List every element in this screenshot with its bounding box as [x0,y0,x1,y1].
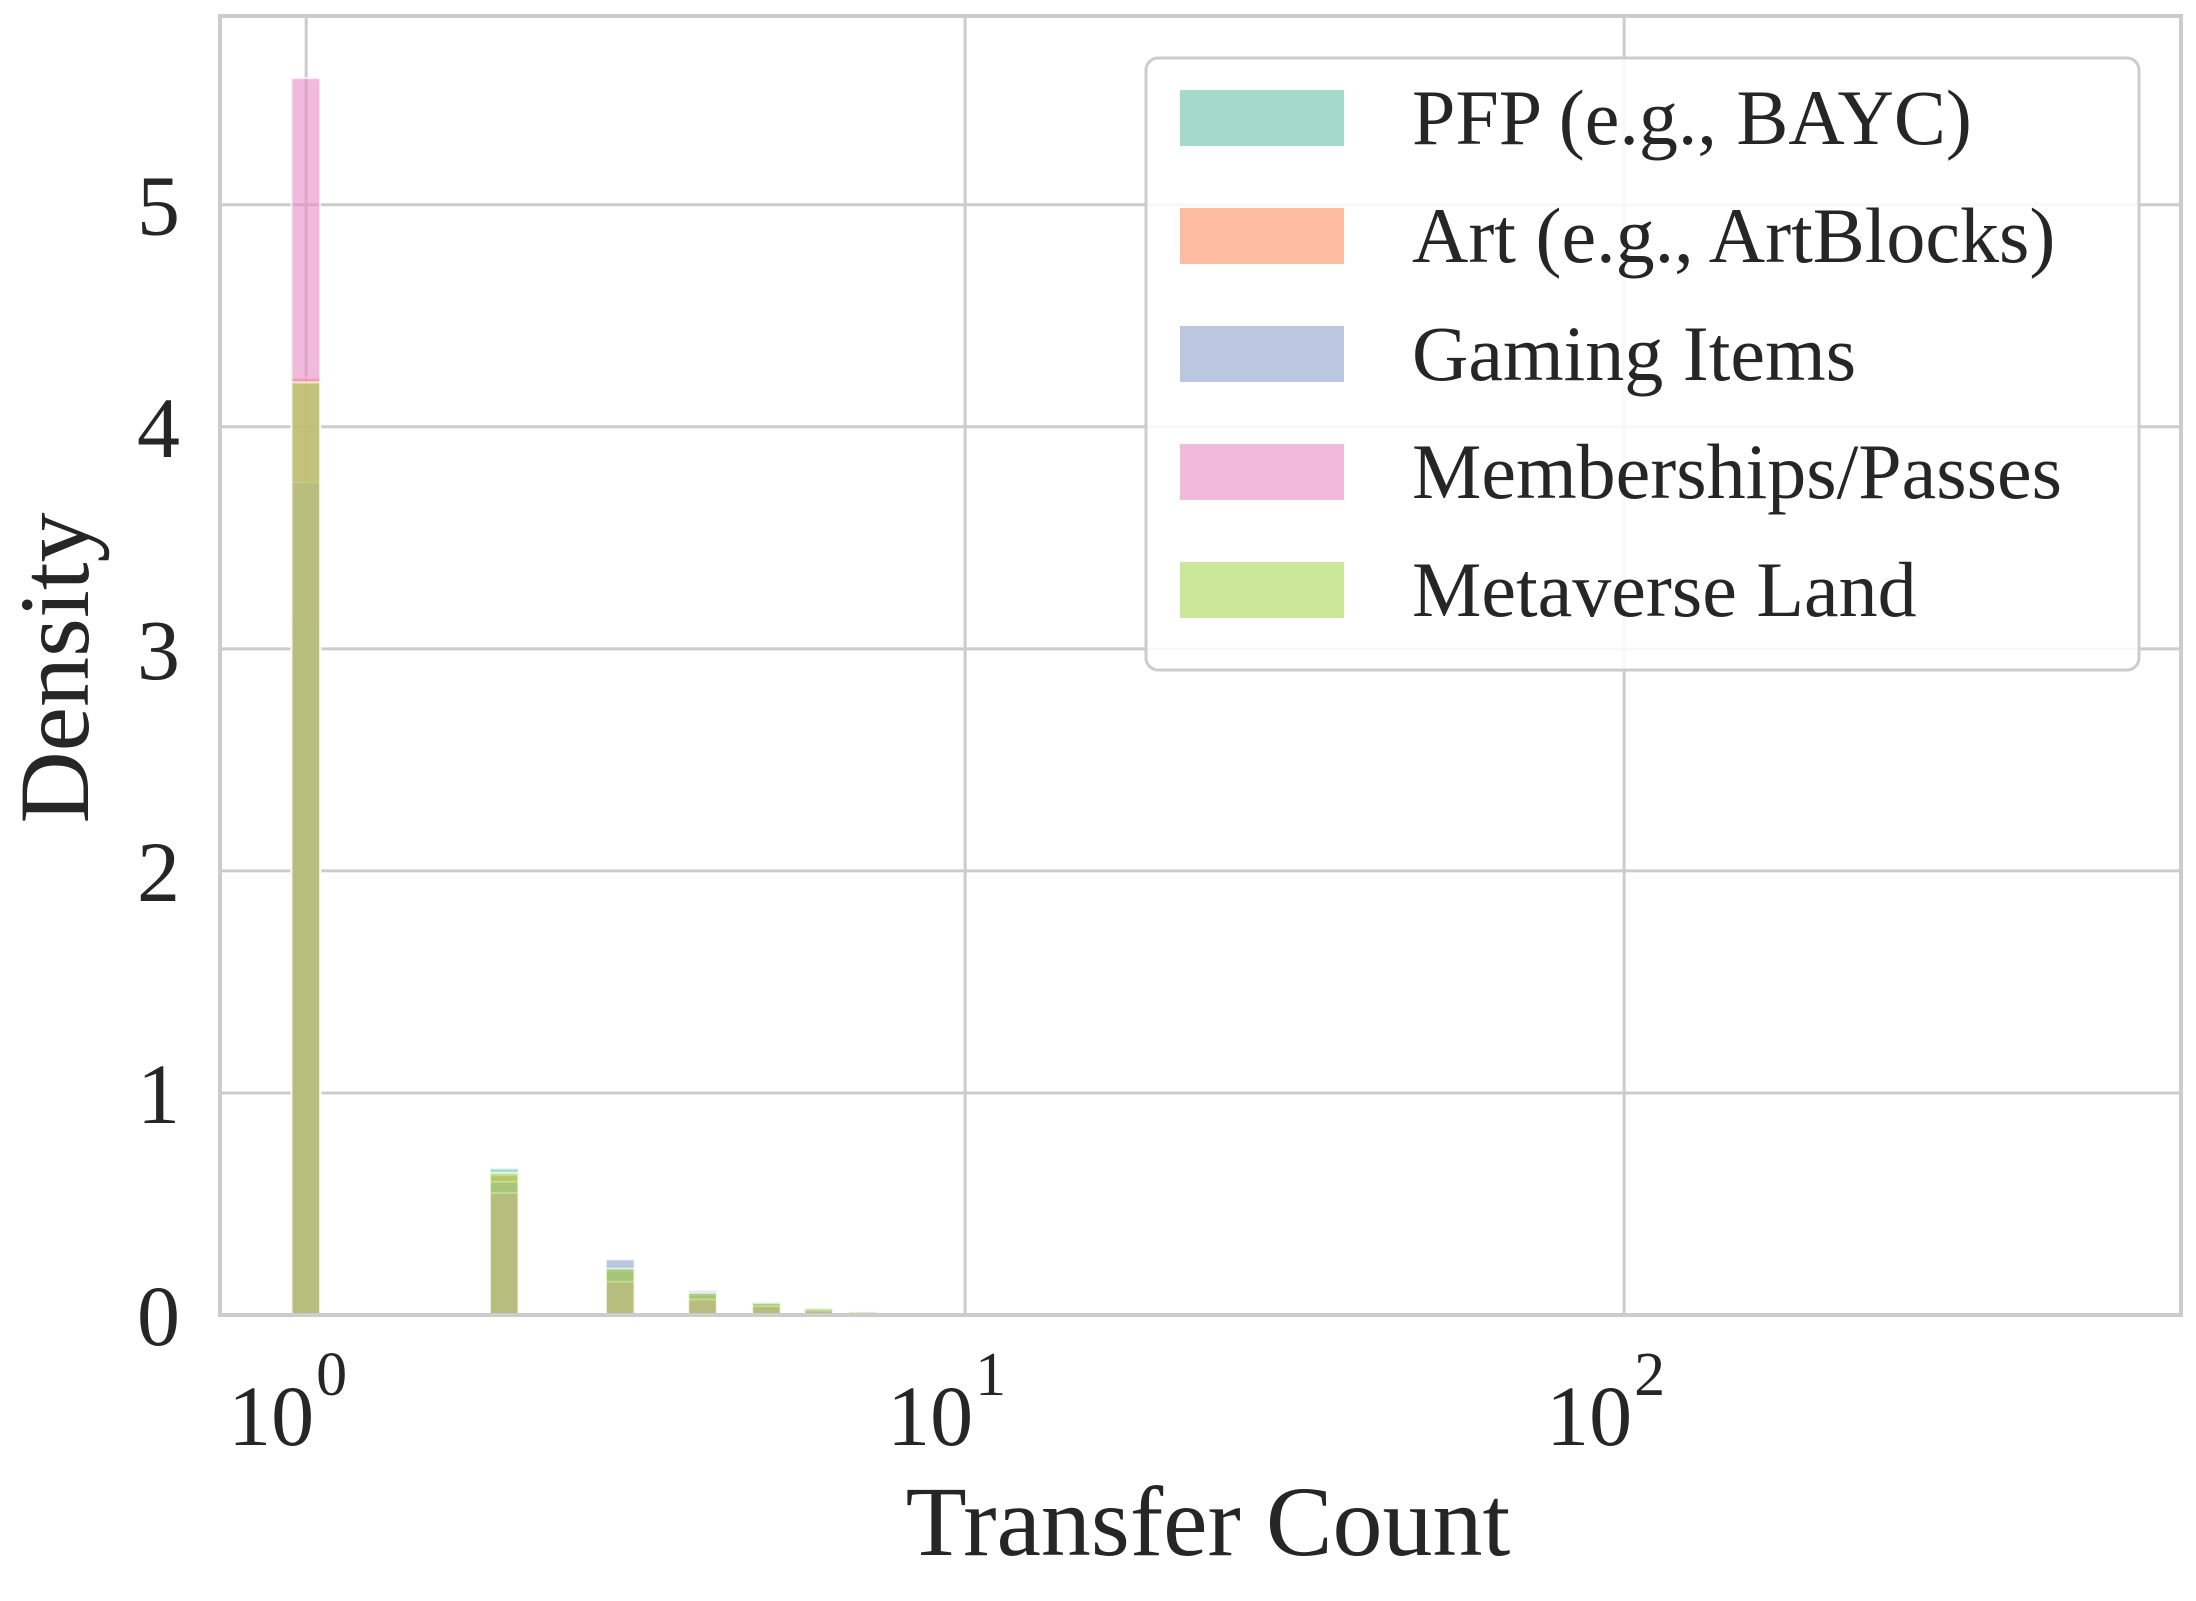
x-tick-label: 10 [1546,1368,1632,1464]
x-axis-label: Transfer Count [906,1466,1511,1577]
legend-label: Art (e.g., ArtBlocks) [1412,192,2055,279]
legend-label: Memberships/Passes [1412,428,2062,515]
legend-box [1144,56,2141,672]
legend-swatch [1180,326,1344,382]
x-tick-exponent: 1 [975,1341,1006,1409]
legend: PFP (e.g., BAYC) Art (e.g., ArtBlocks) Gam… [1144,56,2141,672]
y-tick-label: 1 [137,1046,180,1142]
bar-5-3 [604,1267,636,1317]
legend-label: PFP (e.g., BAYC) [1412,74,1972,161]
legend-label: Gaming Items [1412,310,1856,397]
y-tick-label: 4 [137,380,180,476]
x-tick-exponent: 0 [316,1341,347,1409]
legend-swatch [1180,562,1344,618]
x-tick-label: 10 [228,1368,314,1464]
y-tick-label: 3 [137,602,180,698]
legend-swatch [1180,444,1344,500]
plot-frame [218,14,2183,1317]
y-axis-label: Density [0,512,110,823]
y-tick-label: 0 [137,1268,180,1364]
bar-5-4 [687,1291,718,1317]
x-tick-label: 10 [887,1368,973,1464]
bar-5-2 [488,1171,520,1317]
legend-label: Metaverse Land [1412,546,1917,633]
y-tick-label: 5 [137,158,180,254]
legend-swatch [1180,90,1344,146]
x-tick-exponent: 2 [1634,1341,1665,1409]
y-tick-label: 2 [137,824,180,920]
bar-5-1 [290,381,322,1316]
legend-swatch [1180,208,1344,264]
